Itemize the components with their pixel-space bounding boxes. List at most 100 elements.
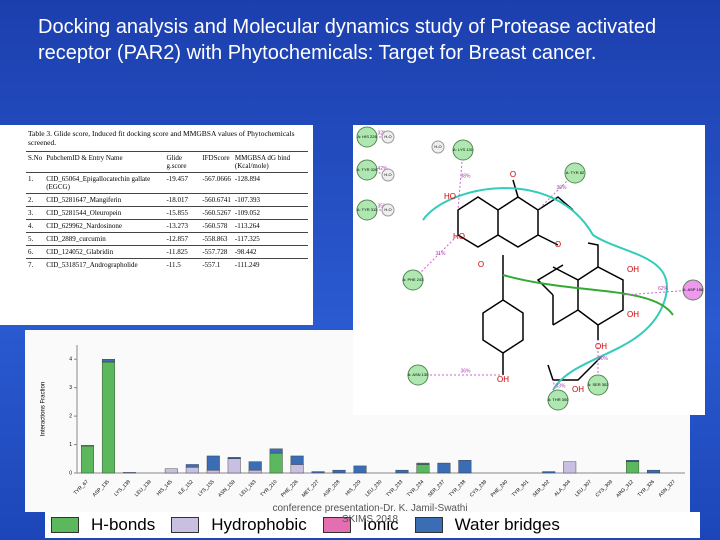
legend-swatch	[51, 517, 79, 533]
interaction-percent: 62%	[658, 286, 669, 292]
table-row: 6. CID_124052_Glabridin -11.825 -557.728 -98…	[26, 245, 308, 259]
residue-node	[564, 162, 586, 184]
table-cell: -558.863	[200, 232, 233, 246]
bar-segment	[563, 461, 577, 474]
table-cell: CID_65064_Epigallocatechin gallate (EGCG…	[44, 172, 165, 194]
bar-segment	[164, 468, 178, 474]
legend-swatch	[322, 517, 351, 533]
table-cell: CID_124052_Glabridin	[44, 245, 165, 259]
table-cell: -117.325	[232, 232, 308, 246]
water-node	[431, 140, 445, 154]
table-cell: -128.894	[232, 172, 308, 194]
residue-node	[547, 389, 569, 411]
bar-segment	[227, 457, 241, 459]
residue-node	[682, 279, 704, 301]
table: S.No PubchemID & Entry Name Glide g.score I…	[26, 151, 308, 271]
bar-segment	[80, 445, 94, 447]
table-cell: -18.017	[164, 193, 201, 207]
y-tick-label: 0	[69, 470, 72, 476]
table-cell: 2.	[26, 193, 45, 207]
table-cell: -560.6741	[200, 193, 233, 207]
table-cell: CID_5281544_Oleuropein	[44, 206, 165, 220]
table-caption: Table 3. Glide score, Induced fit dockin…	[28, 129, 295, 147]
legend-swatch	[171, 517, 200, 533]
table-cell: -15.855	[164, 206, 201, 220]
residue-label: A: SER 302	[588, 382, 610, 387]
footer: conference presentation-Dr. K. Jamil-Swa…	[272, 503, 468, 525]
water-label: H-O	[384, 134, 391, 139]
table-cell: -560.5267	[200, 206, 233, 220]
bar-segment	[122, 472, 136, 474]
table-cell: -11.825	[164, 245, 201, 259]
residue-label: A: THR 300	[548, 397, 570, 402]
table-cell: 6.	[26, 245, 45, 259]
bar-segment	[416, 464, 430, 474]
interaction-percent: 42%	[378, 166, 389, 172]
table-cell: -13.273	[164, 219, 201, 233]
table-row: 1. CID_65064_Epigallocatechin gallate (EG…	[26, 172, 308, 194]
residue-label: A: HIS 228	[357, 134, 377, 139]
legend-label: Hydrophobic	[211, 515, 307, 534]
table-cell: 3.	[26, 206, 45, 220]
header-cell: MMGBSA dG bind (Kcal/mole)	[232, 151, 308, 173]
residue-label: A: ASN 130	[408, 372, 429, 377]
residue-label: A: TYR 82	[566, 170, 585, 175]
table-cell: -107.393	[232, 193, 308, 207]
slide-title: Docking analysis and Molecular dynamics …	[38, 16, 657, 64]
atom-label: O	[510, 170, 516, 179]
bar-segment	[416, 462, 430, 465]
table-cell: CID_2889_curcumin	[44, 232, 165, 246]
water-label: H-O	[384, 207, 391, 212]
table-cell: CID_629962_Nardosinone	[44, 219, 165, 233]
interaction-line	[412, 234, 459, 281]
y-tick-label: 4	[69, 357, 72, 363]
water-node	[381, 203, 395, 217]
y-tick-label: 1	[69, 442, 72, 448]
table-cell: -98.442	[232, 245, 308, 259]
atom-label: O	[555, 240, 561, 249]
atom-label: HO	[453, 232, 465, 241]
residue-node	[356, 126, 378, 148]
residue-label: A: PHE 243	[403, 277, 425, 282]
interaction-line	[552, 379, 559, 401]
table-cell: -557.728	[200, 245, 233, 259]
bar-segment	[290, 455, 304, 465]
table-cell: -560.578	[200, 219, 233, 233]
water-node	[381, 130, 395, 144]
atom-label: OH	[497, 375, 509, 384]
table-cell: 4.	[26, 219, 45, 233]
y-tick-label: 2	[69, 413, 72, 419]
bar-segment	[101, 361, 115, 474]
bar-segment	[80, 445, 94, 474]
header-cell: IFDScore	[200, 151, 233, 173]
interaction-percent: 33%	[556, 383, 567, 389]
atom-label: OH	[572, 385, 584, 394]
table-cell: -113.264	[232, 219, 308, 233]
bar-segment	[227, 458, 241, 474]
bar-segment	[248, 461, 262, 471]
table-cell: -11.5	[164, 258, 201, 271]
pocket-contour	[502, 274, 674, 316]
residue-node	[587, 374, 609, 396]
bar-segment	[101, 359, 115, 363]
table-cell: -12.857	[164, 232, 201, 246]
bar-segment	[542, 471, 556, 474]
table-cell: 7.	[26, 258, 45, 271]
y-axis-label: Interactions Fraction	[41, 382, 47, 436]
bar-segment	[206, 469, 220, 474]
bar-segment	[269, 448, 283, 454]
table-cell: 1.	[26, 172, 45, 194]
bar-segment	[206, 455, 220, 471]
table-row: 3. CID_5281544_Oleuropein -15.855 -560.5267…	[26, 206, 308, 220]
interaction-percent: 30%	[557, 185, 568, 191]
table-cell: 5.	[26, 232, 45, 246]
water-label: H-O	[434, 144, 441, 149]
table-header: S.No PubchemID & Entry Name Glide g.score I…	[26, 151, 308, 173]
table-row: 5. CID_2889_curcumin -12.857 -558.863 -117.3…	[26, 232, 308, 246]
atom-label: OH	[627, 265, 639, 274]
table-cell: -19.457	[164, 172, 201, 194]
bar-segment	[353, 465, 367, 474]
residue-label: A: ASP 156	[683, 287, 704, 292]
